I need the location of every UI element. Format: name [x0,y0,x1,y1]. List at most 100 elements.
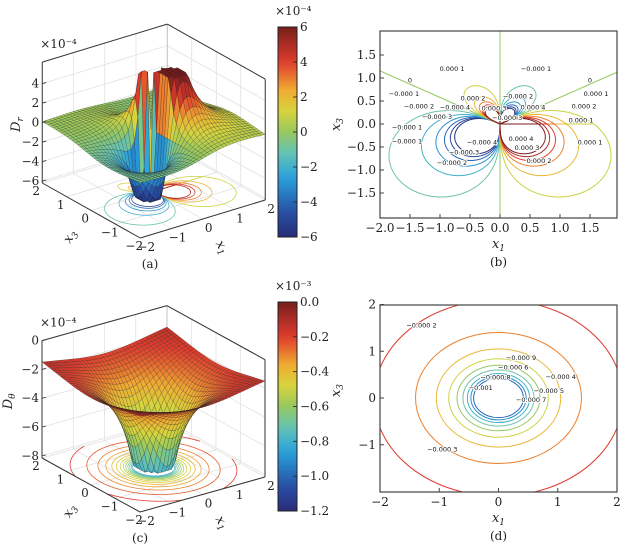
z-exponent-label: ×10⁻⁴ [40,316,77,330]
x3-axis-label-sub: 3 [70,505,82,515]
contour-label: −0.000 1 [521,65,551,73]
x-tick-label: −2 [371,495,389,509]
floor-contour [153,176,237,207]
contour-line [478,101,501,125]
colorbar-tick-label: −0.6 [300,400,329,414]
x-tick-label: −1.0 [425,221,454,235]
contour-label: −0.000 4 [467,138,497,146]
x1-tick-label: 0 [205,221,213,235]
x-tick-label: −2.0 [365,221,394,235]
z-axis-label-sub: r [16,116,26,121]
x-tick-label: −1 [430,495,448,509]
contour-line [456,364,541,432]
x-tick-label: 1.0 [550,221,569,235]
y-tick-label: 2 [368,298,376,312]
surface-plot-a [41,23,266,239]
contour-line [470,375,527,421]
x1-tick-label: 1 [236,488,244,502]
floor-contour [118,191,170,216]
gridline [115,185,241,225]
tick-mark [41,425,47,428]
contour-line [463,85,501,125]
tick-mark [42,140,47,143]
z-tick-label: 0 [31,334,39,348]
contour-label: −0.000 3 [449,149,479,157]
surface-patch [137,414,144,417]
contour-labels: 0.000 1 −0.000 10 0−0.000 1 0.000 10.000 2−… [388,64,610,168]
contour-label: −0.000 2 [404,103,434,111]
floor-contour [153,175,203,192]
x1-axis-label: x1 [210,238,231,258]
colorbar-exponent-label: ×10⁻³ [275,279,312,293]
x-tick-label: 0.5 [520,221,539,235]
contour-line [499,123,580,177]
floor-contour [128,191,165,209]
tick-mark [42,160,47,162]
tick-mark [42,121,47,123]
contour-label: 0.000 2 [527,157,552,165]
colorbar-tick-label: 2 [300,90,308,104]
contour-line [481,104,501,125]
z-axis-label-base: D [9,121,24,133]
surface-plot-c [41,305,266,513]
contour-line [449,117,501,158]
x1-tick-label: −1 [168,505,186,519]
contour-line [499,123,546,155]
tick-mark [41,396,47,399]
y-tick-label: 1 [368,344,376,358]
colorbar-tick-label: −0.8 [300,434,329,448]
contour-line [499,123,557,161]
contour-label: 0.000 4 [509,135,534,143]
colorbar-tick-label: −0.4 [300,365,330,379]
x-tick-label: 0.0 [490,221,509,235]
x1-tick-label: −2 [137,240,155,254]
x3-tick-label: 1 [57,473,65,487]
x3-tick-label: −2 [125,239,143,253]
contour-label: 0.000 1 [584,90,609,98]
z-tick-label: −2 [21,362,39,376]
x-axis-label-sub: 1 [499,518,505,528]
box-edge [166,305,266,361]
contour-label: −0.000 3 [492,114,522,122]
contour-label: −0.000 7 [516,396,546,404]
caption-a: (a) [142,257,159,271]
contour-line [499,106,517,125]
contour-label: 0.000 2 [572,103,597,111]
tick-mark [42,179,47,182]
y-tick-label: 0 [368,391,376,405]
contour-line [499,101,522,125]
y-axis-label-sub: 3 [336,118,346,124]
contour-line [415,332,582,464]
contour-label: 0.000 1 [440,65,465,73]
contour-line [499,123,551,158]
contour-line [435,115,501,167]
x1-tick-label: 2 [267,479,275,493]
y-tick-label: −1.0 [347,163,376,177]
floor-contour [69,445,85,477]
y-axis-label: x3 [329,118,346,131]
x-axis-label: x1 [492,511,505,528]
box-edge [140,199,266,239]
contour-line [484,107,501,125]
contour-label: −0.000 3 [427,445,457,453]
x3-tick-label: 1 [57,198,65,212]
contour-line [380,70,501,125]
x3-tick-label: −2 [125,513,143,527]
contour-label: −0.000 2 [503,92,533,100]
contour-label: 0.000 1 [569,116,594,124]
contour-label: −0.000 9 [506,354,536,362]
colorbar-tick-label: −6 [300,230,318,244]
contour-label: 0.000 4 [521,104,546,112]
surface-patch [137,180,145,183]
x3-tick-label: 0 [81,212,89,226]
x-tick-label: 0 [495,495,503,509]
contour-line [435,348,562,448]
x1-tick-label: −2 [137,514,155,528]
box-edge [42,182,141,239]
y-axis-label-sub: 3 [336,384,346,390]
x3-axis-label: x3 [60,227,81,247]
z-axis-label: Dr [9,116,26,132]
x3-tick-label: 0 [81,486,89,500]
contour-line [462,369,535,427]
